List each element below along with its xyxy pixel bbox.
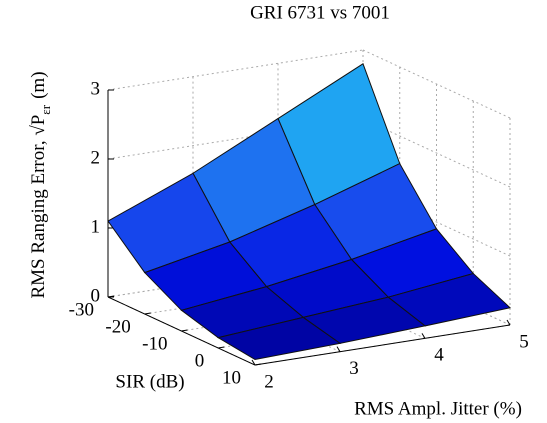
y-tick (181, 329, 188, 332)
z-tick-label: 2 (91, 147, 101, 168)
z-label-unit: (m) (28, 71, 49, 98)
x-tick (251, 359, 256, 366)
x-tick (421, 333, 426, 339)
x-tick (336, 346, 341, 352)
z-tick-label: 0 (91, 285, 101, 306)
y-tick (144, 312, 151, 315)
grid-line (362, 49, 511, 119)
chart-title: GRI 6731 vs 7001 (250, 2, 390, 23)
surface-patch (216, 316, 342, 361)
y-tick (254, 363, 262, 366)
x-axis-label: RMS Ampl. Jitter (%) (354, 398, 522, 419)
x-tick-label: 4 (434, 345, 444, 366)
y-tick-label: -10 (142, 333, 167, 354)
y-tick (107, 295, 115, 298)
x-tick (506, 319, 511, 326)
y-axis-label: SIR (dB) (115, 371, 184, 392)
y-tick (218, 346, 225, 349)
y-tick-label: 10 (222, 367, 241, 388)
grid-line (107, 49, 364, 91)
z-tick-label: 3 (91, 78, 101, 99)
x-tick-label: 5 (519, 331, 529, 352)
z-axis-label-text: RMS Ranging Error, √Pεr (m) (28, 71, 53, 298)
y-tick-label: -30 (69, 299, 94, 320)
y-tick-label: 0 (195, 350, 205, 371)
x-tick-label: 2 (264, 371, 274, 392)
z-label-main: RMS Ranging Error, √P (28, 115, 49, 299)
z-label-sub: εr (38, 104, 53, 114)
z-tick-label: 1 (91, 216, 101, 237)
y-tick-label: -20 (105, 316, 130, 337)
x-tick-label: 3 (349, 358, 359, 379)
x-axis (254, 324, 511, 366)
z-axis-label: RMS Ranging Error, √Pεr (m) (28, 71, 53, 298)
